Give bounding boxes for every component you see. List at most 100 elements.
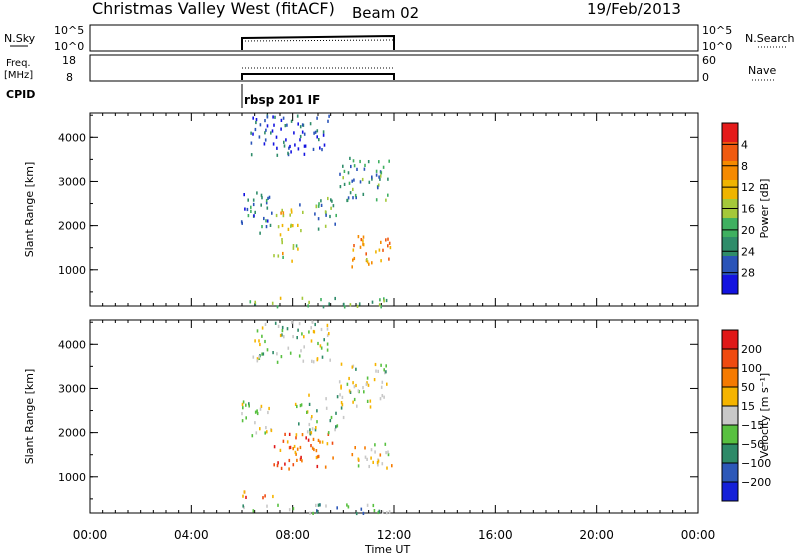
- radar-cell: [276, 352, 278, 356]
- colorbar-tick-label: 200: [741, 343, 762, 356]
- radar-cell: [281, 238, 283, 242]
- nsearch-series: [241, 39, 395, 42]
- radar-cell: [294, 143, 296, 147]
- radar-cell: [312, 437, 315, 441]
- radar-cell: [295, 436, 297, 440]
- radar-cell: [380, 259, 382, 263]
- radar-cell: [316, 464, 319, 469]
- radar-cell: [366, 260, 369, 264]
- radar-cell: [385, 298, 388, 303]
- radar-cell: [286, 123, 288, 127]
- radar-cell: [373, 509, 376, 513]
- time-tick-label: 20:00: [579, 528, 614, 542]
- radar-cell: [336, 424, 339, 428]
- plot-frame: [89, 319, 699, 514]
- radar-cell: [312, 511, 314, 515]
- colorbar-segment: [722, 444, 738, 464]
- radar-cell: [265, 219, 267, 223]
- radar-cell: [365, 252, 367, 256]
- radar-cell: [376, 461, 379, 465]
- radar-cell: [375, 250, 377, 254]
- radar-cell: [385, 451, 387, 455]
- radar-cell: [275, 213, 278, 218]
- radar-cell: [292, 447, 294, 451]
- radar-cell: [304, 144, 307, 148]
- colorbar-segment: [722, 387, 738, 407]
- radar-cell: [311, 359, 313, 363]
- radar-cell: [281, 325, 284, 330]
- radar-cell: [302, 210, 304, 214]
- radar-cell: [364, 163, 366, 167]
- y-tick-label: 2000: [58, 427, 86, 440]
- radar-cell: [351, 179, 353, 183]
- radar-cell: [265, 201, 268, 205]
- radar-cell: [308, 422, 311, 427]
- radar-cell: [309, 122, 312, 126]
- nsky-tick-high: 10^5: [54, 24, 84, 37]
- radar-cell: [248, 404, 250, 408]
- freq-frame: [89, 54, 699, 82]
- radar-cell: [389, 246, 392, 250]
- radar-cell: [381, 394, 384, 398]
- radar-cell: [297, 147, 300, 151]
- radar-cell: [363, 390, 365, 394]
- radar-cell: [258, 339, 260, 343]
- radar-cell: [357, 464, 360, 468]
- colorbar-tick-label: 20: [741, 224, 755, 237]
- radar-cell: [377, 183, 380, 187]
- radar-cell: [272, 351, 274, 355]
- radar-cell: [330, 415, 333, 420]
- radar-cell: [320, 346, 323, 350]
- radar-cell: [353, 244, 355, 248]
- nsky-frame: [89, 24, 699, 52]
- radar-cell: [349, 156, 351, 160]
- radar-cell: [338, 380, 341, 384]
- radar-cell: [283, 335, 285, 339]
- radar-cell: [292, 244, 295, 248]
- nave-label: Nave: [748, 64, 776, 77]
- radar-cell: [371, 300, 374, 304]
- radar-cell: [267, 196, 269, 200]
- radar-cell: [250, 131, 252, 135]
- radar-cell: [355, 383, 357, 388]
- radar-cell: [359, 245, 362, 249]
- radar-cell: [282, 251, 284, 256]
- radar-cell: [367, 383, 370, 387]
- radar-cell: [377, 463, 379, 467]
- radar-cell: [375, 173, 378, 177]
- radar-cell: [332, 204, 335, 208]
- radar-cell: [362, 239, 364, 243]
- radar-cell: [334, 296, 336, 301]
- radar-cell: [324, 210, 327, 214]
- radar-cell: [256, 359, 259, 363]
- radar-cell: [366, 457, 368, 461]
- radar-cell: [388, 241, 391, 245]
- radar-cell: [310, 431, 313, 435]
- radar-cell: [311, 446, 314, 450]
- radar-cell: [277, 461, 279, 465]
- radar-cell: [277, 503, 279, 507]
- radar-cell: [327, 196, 329, 201]
- radar-cell: [327, 119, 329, 123]
- radar-cell: [370, 448, 373, 452]
- radar-cell: [367, 160, 370, 164]
- radar-cell: [336, 506, 338, 510]
- colorbar-segment: [722, 368, 738, 388]
- radar-cell: [250, 205, 252, 209]
- radar-cell: [316, 135, 318, 139]
- radar-cell: [381, 380, 384, 384]
- colorbar-tick-label: −200: [741, 476, 771, 489]
- radar-cell: [346, 198, 348, 203]
- radar-cell: [244, 207, 246, 211]
- radar-cell: [355, 367, 357, 371]
- radar-cell: [313, 330, 316, 334]
- radar-cell: [272, 494, 274, 499]
- radar-cell: [380, 385, 383, 389]
- radar-cell: [322, 305, 325, 309]
- radar-cell: [383, 297, 385, 301]
- radar-cell: [260, 203, 262, 207]
- time-tick-label: 00:00: [73, 528, 108, 542]
- radar-cell: [297, 122, 299, 126]
- radar-cell: [296, 447, 299, 451]
- radar-cell: [259, 407, 262, 411]
